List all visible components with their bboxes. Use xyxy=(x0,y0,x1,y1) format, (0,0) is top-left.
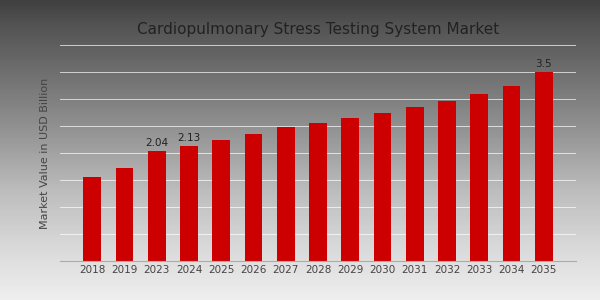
Bar xyxy=(180,146,198,261)
Text: 2.13: 2.13 xyxy=(178,133,200,143)
Bar xyxy=(470,94,488,261)
Bar xyxy=(503,85,520,261)
Bar xyxy=(309,123,327,261)
Bar xyxy=(148,151,166,261)
Bar xyxy=(83,177,101,261)
Bar xyxy=(277,127,295,261)
Title: Cardiopulmonary Stress Testing System Market: Cardiopulmonary Stress Testing System Ma… xyxy=(137,22,499,37)
Bar xyxy=(406,107,424,261)
Text: 2.04: 2.04 xyxy=(145,138,169,148)
Bar xyxy=(341,118,359,261)
Y-axis label: Market Value in USD Billion: Market Value in USD Billion xyxy=(40,77,50,229)
Bar xyxy=(438,100,456,261)
Bar xyxy=(245,134,262,261)
Text: 3.5: 3.5 xyxy=(535,59,552,69)
Bar xyxy=(535,72,553,261)
Bar xyxy=(374,112,391,261)
Bar xyxy=(116,168,133,261)
Bar xyxy=(212,140,230,261)
